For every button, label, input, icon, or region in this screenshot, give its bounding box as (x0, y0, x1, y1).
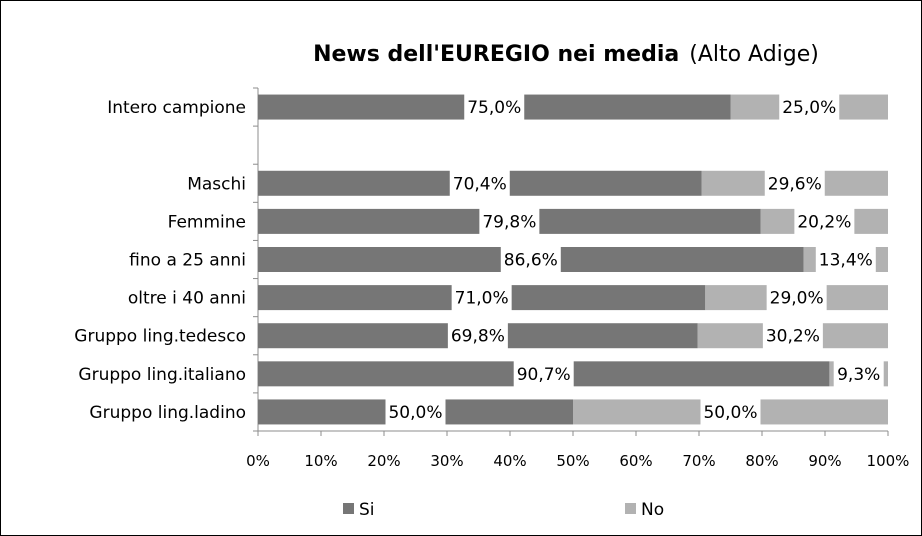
data-label-background (451, 283, 512, 312)
data-label: 13,4% (819, 251, 873, 271)
data-label-background (449, 169, 510, 198)
plot-area: 0% 10% 20% 30% 40% 50% 60% 70% 80% 90% 100% Intero … (74, 87, 910, 470)
data-label: 79,8% (482, 212, 536, 232)
data-label-background (464, 93, 525, 122)
data-label: 71,0% (455, 289, 509, 309)
data-label: 90,7% (517, 365, 571, 385)
data-label: 25,0% (782, 98, 836, 118)
x-tick-label: 100% (867, 452, 910, 470)
legend-swatch-no (625, 503, 636, 514)
data-label-background (513, 359, 574, 388)
data-label-background (700, 397, 761, 426)
data-label: 29,0% (770, 289, 824, 309)
data-label-background (794, 207, 855, 236)
chart-title: News dell'EUREGIO nei media (Alto Adige) (313, 42, 819, 67)
x-tick-label: 0% (246, 452, 270, 470)
legend-label-no: No (641, 500, 664, 520)
x-tick-label: 50% (556, 452, 589, 470)
x-tick-label: 40% (493, 452, 526, 470)
x-tick-label: 80% (745, 452, 778, 470)
x-tick-label: 10% (304, 452, 337, 470)
x-tick-label: 60% (619, 452, 652, 470)
data-label-background (764, 169, 825, 198)
data-label: 50,0% (388, 403, 442, 423)
data-label: 20,2% (797, 212, 851, 232)
category-label: Intero campione (107, 98, 246, 118)
data-label-background (815, 245, 876, 274)
data-label: 70,4% (453, 174, 507, 194)
data-label: 75,0% (467, 98, 521, 118)
category-label: Gruppo ling.tedesco (74, 327, 246, 347)
x-tick-label: 90% (808, 452, 841, 470)
data-label: 9,3% (837, 365, 880, 385)
category-label: Femmine (168, 212, 246, 232)
data-label-background (479, 207, 540, 236)
category-label: Gruppo ling.italiano (78, 365, 246, 385)
data-label-background (500, 245, 561, 274)
data-label-background (385, 397, 446, 426)
data-label-background (779, 93, 840, 122)
x-tick-label: 20% (367, 452, 400, 470)
data-label: 29,6% (768, 174, 822, 194)
data-label: 30,2% (766, 327, 820, 347)
legend: Si No (343, 500, 664, 520)
x-tick-label: 70% (682, 452, 715, 470)
legend-swatch-si (343, 503, 354, 514)
chart-subtitle: (Alto Adige) (689, 42, 819, 67)
data-label-background (833, 359, 884, 388)
data-label-background (762, 321, 823, 350)
chart-title-main: News dell'EUREGIO nei media (313, 42, 679, 67)
category-label: Maschi (187, 174, 246, 194)
data-label-background (766, 283, 827, 312)
data-label: 69,8% (451, 327, 505, 347)
category-label: oltre i 40 anni (128, 289, 246, 309)
data-label: 86,6% (504, 251, 558, 271)
category-label: Gruppo ling.ladino (89, 403, 246, 423)
category-label: fino a 25 anni (129, 251, 246, 271)
data-label: 50,0% (703, 403, 757, 423)
data-label-background (447, 321, 508, 350)
legend-label-si: Si (359, 500, 375, 520)
x-tick-label: 30% (430, 452, 463, 470)
